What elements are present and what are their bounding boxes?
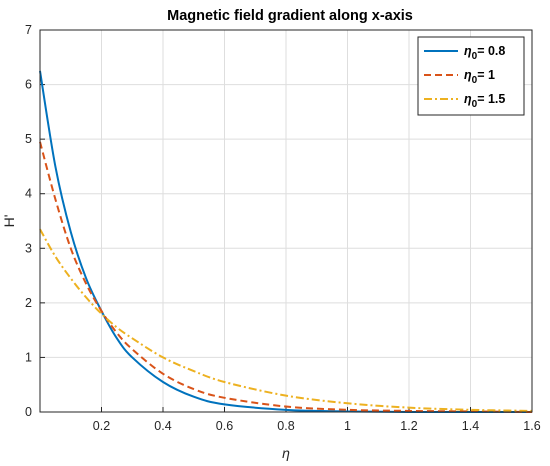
x-tick-label: 1.6	[523, 419, 540, 433]
legend-value: = 0.8	[477, 44, 505, 58]
legend-symbol: η	[464, 92, 472, 106]
y-tick-label: 4	[25, 187, 32, 201]
legend-symbol: η	[464, 44, 472, 58]
legend-label-2: η0= 1.5	[464, 92, 505, 110]
series-line-1	[39, 141, 533, 413]
y-tick-label: 3	[25, 241, 32, 255]
x-tick-label: 0.8	[277, 419, 294, 433]
x-axis-label: η	[282, 445, 290, 461]
y-tick-label: 6	[25, 78, 32, 92]
y-tick-labels: 0 1 2 3 4 5 6 7	[25, 23, 32, 419]
x-tick-label: 1.4	[462, 419, 479, 433]
legend-subscript: 0	[472, 99, 478, 110]
y-tick-label: 2	[25, 296, 32, 310]
legend: η0= 0.8η0= 1η0= 1.5	[417, 36, 525, 116]
y-tick-label: 5	[25, 132, 32, 146]
legend-symbol: η	[464, 68, 472, 82]
chart-title: Magnetic field gradient along x-axis	[167, 8, 413, 24]
legend-label-1: η0= 1	[464, 68, 495, 86]
x-tick-label: 0.4	[154, 419, 171, 433]
x-tick-label: 1.2	[400, 419, 417, 433]
legend-subscript: 0	[472, 75, 478, 86]
legend-value: = 1	[477, 68, 495, 82]
y-tick-label: 7	[25, 23, 32, 37]
y-axis-label: H'	[1, 215, 17, 228]
plot-frame	[39, 29, 533, 413]
legend-subscript: 0	[472, 51, 478, 62]
legend-value: = 1.5	[477, 92, 505, 106]
x-tick-label: 0.2	[93, 419, 110, 433]
y-tick-label: 1	[25, 350, 32, 364]
x-tick-label: 0.6	[216, 419, 233, 433]
x-tick-label: 1	[344, 419, 351, 433]
y-tick-label: 0	[25, 405, 32, 419]
series-line-2	[39, 228, 533, 412]
x-tick-labels: 0.2 0.4 0.6 0.8 1 1.2 1.4 1.6	[93, 419, 541, 433]
legend-label-0: η0= 0.8	[464, 44, 505, 62]
